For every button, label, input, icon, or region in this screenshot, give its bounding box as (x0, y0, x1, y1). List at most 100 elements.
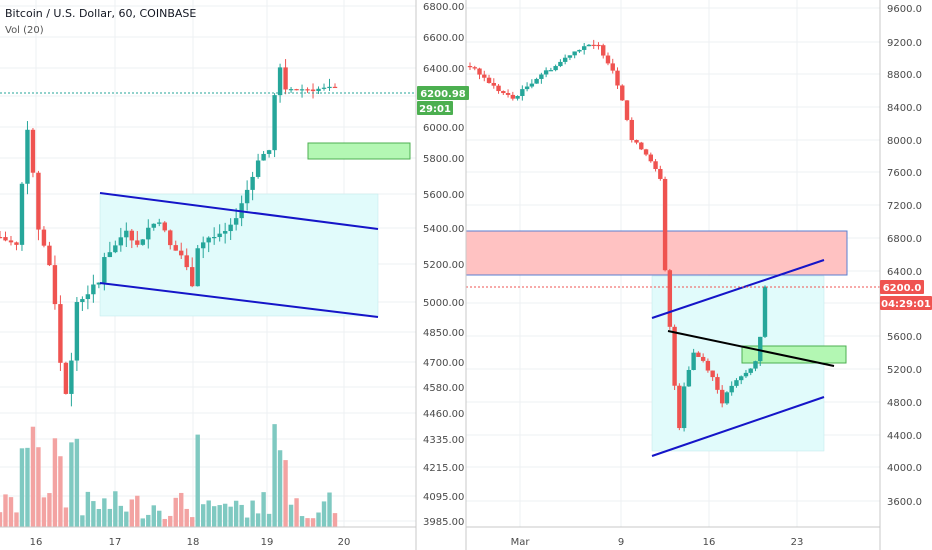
left-channel-band (99, 193, 379, 317)
left-y-tick-label: 5600.00 (423, 190, 464, 201)
left-candle-body (140, 239, 145, 245)
right-candle-body (672, 326, 677, 386)
left-y-tick-label: 6000.00 (423, 123, 464, 134)
left-candle-body (135, 240, 140, 245)
left-candle-body (190, 267, 195, 287)
left-candle-body (41, 229, 47, 246)
left-candle-body (266, 150, 272, 154)
left-candle-body (310, 89, 316, 92)
right-candle-body (591, 44, 596, 47)
right-candle-body (510, 94, 516, 99)
left-volume-bar (173, 497, 178, 527)
right-black-trend-line (667, 330, 835, 367)
right-triangle-lower-line (651, 396, 825, 457)
left-volume-bar (63, 507, 69, 527)
left-candle-body (162, 222, 167, 231)
left-candle-body (3, 237, 8, 241)
left-candle-body (261, 153, 266, 161)
left-candle-body (146, 227, 151, 240)
right-candle-body (710, 370, 715, 378)
right-candle-body (677, 385, 682, 429)
right-candle-body (624, 100, 630, 120)
left-candle-body (288, 89, 294, 91)
left-volume-bar (91, 501, 96, 527)
left-volume-bar (0, 512, 3, 527)
left-volume-bar (129, 499, 135, 527)
left-volume-bar (294, 498, 299, 527)
right-candle-body (658, 168, 663, 179)
right-countdown-badge-bg (880, 296, 932, 310)
right-y-tick-label: 4800.0 (887, 398, 922, 409)
left-candle-body (217, 233, 222, 238)
right-x-tick-label: Mar (511, 537, 531, 548)
left-volume-bar (124, 511, 129, 527)
left-candle-body (36, 172, 41, 230)
axis-labels: 6800.006600.006400.006200.006000.005800.… (30, 2, 922, 548)
left-candle-body (52, 265, 58, 305)
left-candle-body (255, 160, 261, 177)
right-x-tick-label: 16 (703, 537, 716, 548)
right-candle-body (562, 57, 568, 62)
right-y-tick-label: 5200.0 (887, 365, 922, 376)
left-x-tick-label: 17 (109, 537, 122, 548)
right-triangle-upper-line (651, 259, 825, 319)
right-candle-body (529, 83, 535, 87)
left-volume-bar (113, 491, 118, 527)
left-candle-body (47, 245, 52, 266)
left-candle-body (173, 245, 178, 251)
left-candle-body (327, 86, 332, 89)
right-candle-body (653, 161, 658, 169)
right-last-price-badge: 6200.0 (883, 283, 922, 294)
left-volume-bar (266, 513, 272, 527)
right-y-tick-label: 7600.0 (887, 168, 922, 179)
left-volume-bar (41, 497, 47, 527)
right-candle-body (634, 140, 639, 143)
right-candle-body (496, 85, 501, 92)
left-volume-bar (118, 505, 124, 527)
left-candle-body (200, 242, 206, 249)
left-candle-body (206, 237, 211, 243)
left-candle-body (85, 294, 91, 300)
right-red-zone (465, 230, 848, 276)
left-candle-body (299, 89, 305, 91)
right-candle-body (524, 86, 530, 90)
left-candle-body (277, 67, 283, 96)
left-y-tick-label: 5800.00 (423, 154, 464, 165)
left-candle-body (228, 224, 233, 232)
left-candle-body (222, 231, 228, 234)
right-candle-body (643, 149, 649, 155)
left-volume-bar (222, 503, 228, 527)
left-candle-body (58, 304, 63, 363)
left-candle-body (211, 237, 217, 239)
right-candle-body (691, 352, 696, 370)
right-y-tick-label: 5600.0 (887, 332, 922, 343)
left-candle-body (63, 362, 69, 394)
right-candle-body (501, 91, 506, 94)
left-y-tick-label: 6600.00 (423, 33, 464, 44)
left-y-tick-label: 4700.00 (423, 358, 464, 369)
right-candle-body (505, 93, 511, 95)
left-volume-bar (30, 426, 36, 527)
right-candle-body (748, 368, 753, 373)
left-y-tick-label: 4460.00 (423, 409, 464, 420)
left-candle-body (272, 95, 277, 151)
right-candle-body (486, 77, 492, 83)
right-candle-body (601, 45, 606, 56)
left-x-tick-label: 18 (187, 537, 200, 548)
left-candle-body (8, 240, 14, 243)
right-candle-body (615, 70, 620, 86)
right-candle-body (548, 70, 554, 72)
right-candle-body (477, 68, 482, 75)
right-y-tick-label: 4000.0 (887, 463, 922, 474)
left-candle-body (195, 248, 200, 287)
right-candle-body (700, 356, 706, 361)
right-candle-body (753, 361, 758, 369)
left-candle-body (69, 360, 74, 394)
right-candle-body (586, 44, 592, 47)
left-volume-bar (14, 512, 19, 527)
left-candle-body (283, 67, 288, 90)
right-y-tick-label: 7200.0 (887, 201, 922, 212)
left-candle-body (151, 223, 156, 228)
left-volume-bar (58, 456, 63, 527)
